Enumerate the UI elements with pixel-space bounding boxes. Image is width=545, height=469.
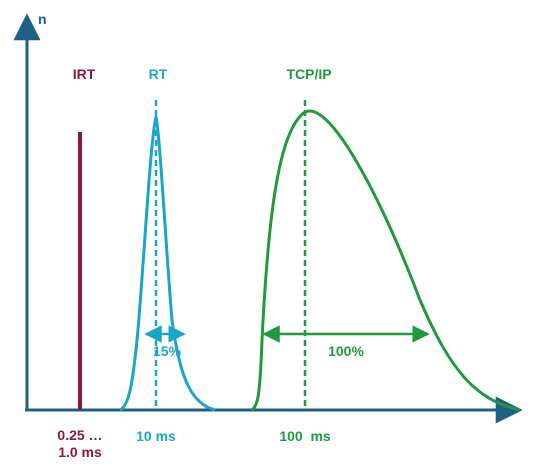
tcp-width-label: 100% <box>328 343 364 359</box>
irt-x-label-line1: 0.25 … <box>57 427 102 443</box>
rt-curve <box>119 115 216 412</box>
tcp-label: TCP/IP <box>286 66 331 82</box>
tcp-curve <box>250 109 521 412</box>
irt-x-label-line2: 1.0 ms <box>58 444 102 460</box>
rt-x-label: 10 ms <box>136 428 176 444</box>
rt-width-label: 15% <box>153 343 182 359</box>
irt-label: IRT <box>73 66 96 82</box>
tcp-x-label: 100 ms <box>279 428 331 444</box>
y-axis-label: n <box>38 11 47 27</box>
rt-label: RT <box>149 66 168 82</box>
